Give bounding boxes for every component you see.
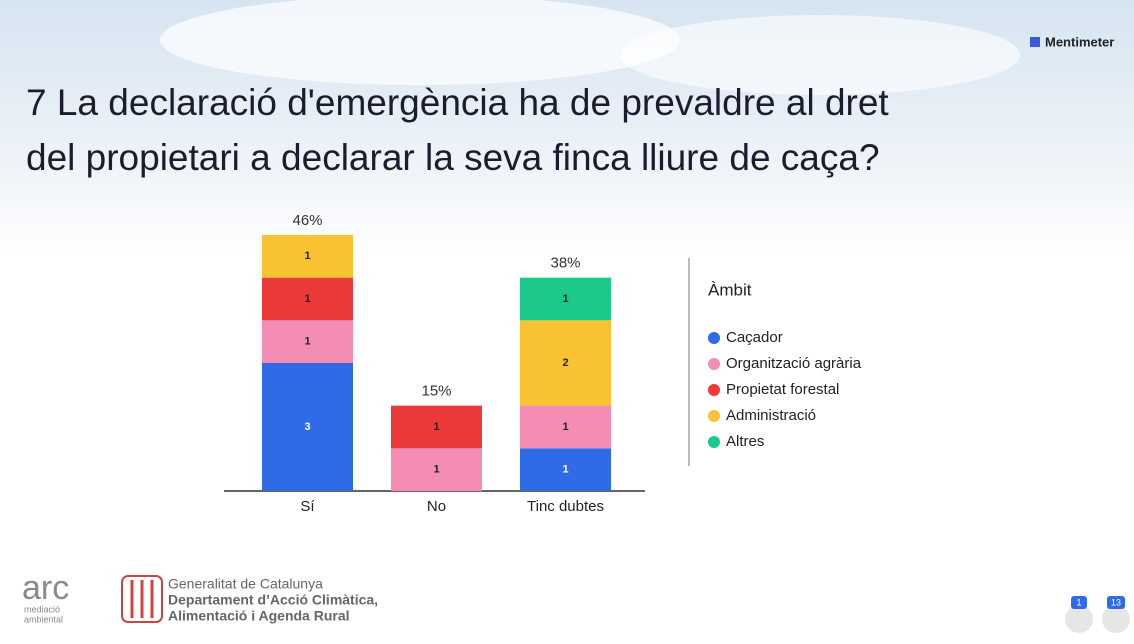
legend-swatch [708, 384, 720, 396]
total-label: 38% [550, 255, 580, 272]
badge [1107, 596, 1125, 609]
segment-label: 3 [304, 421, 310, 433]
x-tick-label: No [427, 498, 446, 515]
legend-label: Altres [726, 433, 764, 450]
participants-count: 13 [1111, 597, 1121, 607]
bar-segment [520, 277, 611, 321]
legend-label: Administració [726, 407, 816, 424]
x-tick-label: Tinc dubtes [527, 498, 604, 515]
bar-segment [262, 235, 353, 278]
arc-logo: arc [22, 569, 69, 607]
bar-segment [262, 363, 353, 491]
legend-label: Propietat forestal [726, 381, 839, 398]
bar-segment [520, 405, 611, 449]
segment-label: 1 [433, 421, 439, 433]
cloud [620, 15, 1020, 95]
title-line: del propietari a declarar la seva finca … [26, 137, 880, 178]
gov-text: Alimentació i Agenda Rural [168, 608, 350, 624]
segment-label: 1 [304, 336, 310, 348]
bar-segment [391, 405, 482, 449]
segment-label: 1 [304, 250, 310, 262]
gov-text: Generalitat de Catalunya [168, 576, 323, 592]
segment-label: 2 [562, 357, 568, 369]
segment-label: 1 [562, 464, 568, 476]
legend-swatch [708, 436, 720, 448]
segment-label: 1 [562, 293, 568, 305]
reactions-button[interactable] [1065, 605, 1093, 633]
legend-label: Organització agrària [726, 355, 862, 372]
participants-button[interactable] [1102, 605, 1130, 633]
badge [1071, 596, 1087, 609]
bar-segment [262, 320, 353, 363]
bar-segment [391, 448, 482, 491]
legend-swatch [708, 410, 720, 422]
bar-segment [520, 448, 611, 491]
bar-segment [520, 320, 611, 406]
cloud [160, 0, 680, 85]
arc-sub: ambiental [24, 614, 63, 624]
legend-swatch [708, 332, 720, 344]
x-tick-label: Sí [300, 498, 315, 515]
brand: Mentimeter [1045, 34, 1114, 49]
title-line: 7 La declaració d'emergència ha de preva… [26, 82, 889, 123]
gov-text: Departament d’Acció Climàtica, [168, 592, 378, 608]
gov-emblem [121, 575, 163, 623]
legend-title: Àmbit [708, 280, 752, 299]
segment-label: 1 [433, 464, 439, 476]
legend-swatch [708, 358, 720, 370]
segment-label: 1 [304, 293, 310, 305]
total-label: 46% [292, 212, 322, 229]
brand-logo [1030, 37, 1040, 47]
bar-segment [262, 277, 353, 321]
arc-sub: mediació [24, 604, 60, 614]
total-label: 15% [421, 383, 451, 400]
legend-label: Caçador [726, 329, 783, 346]
reactions-count: 1 [1076, 597, 1081, 607]
segment-label: 1 [562, 421, 568, 433]
